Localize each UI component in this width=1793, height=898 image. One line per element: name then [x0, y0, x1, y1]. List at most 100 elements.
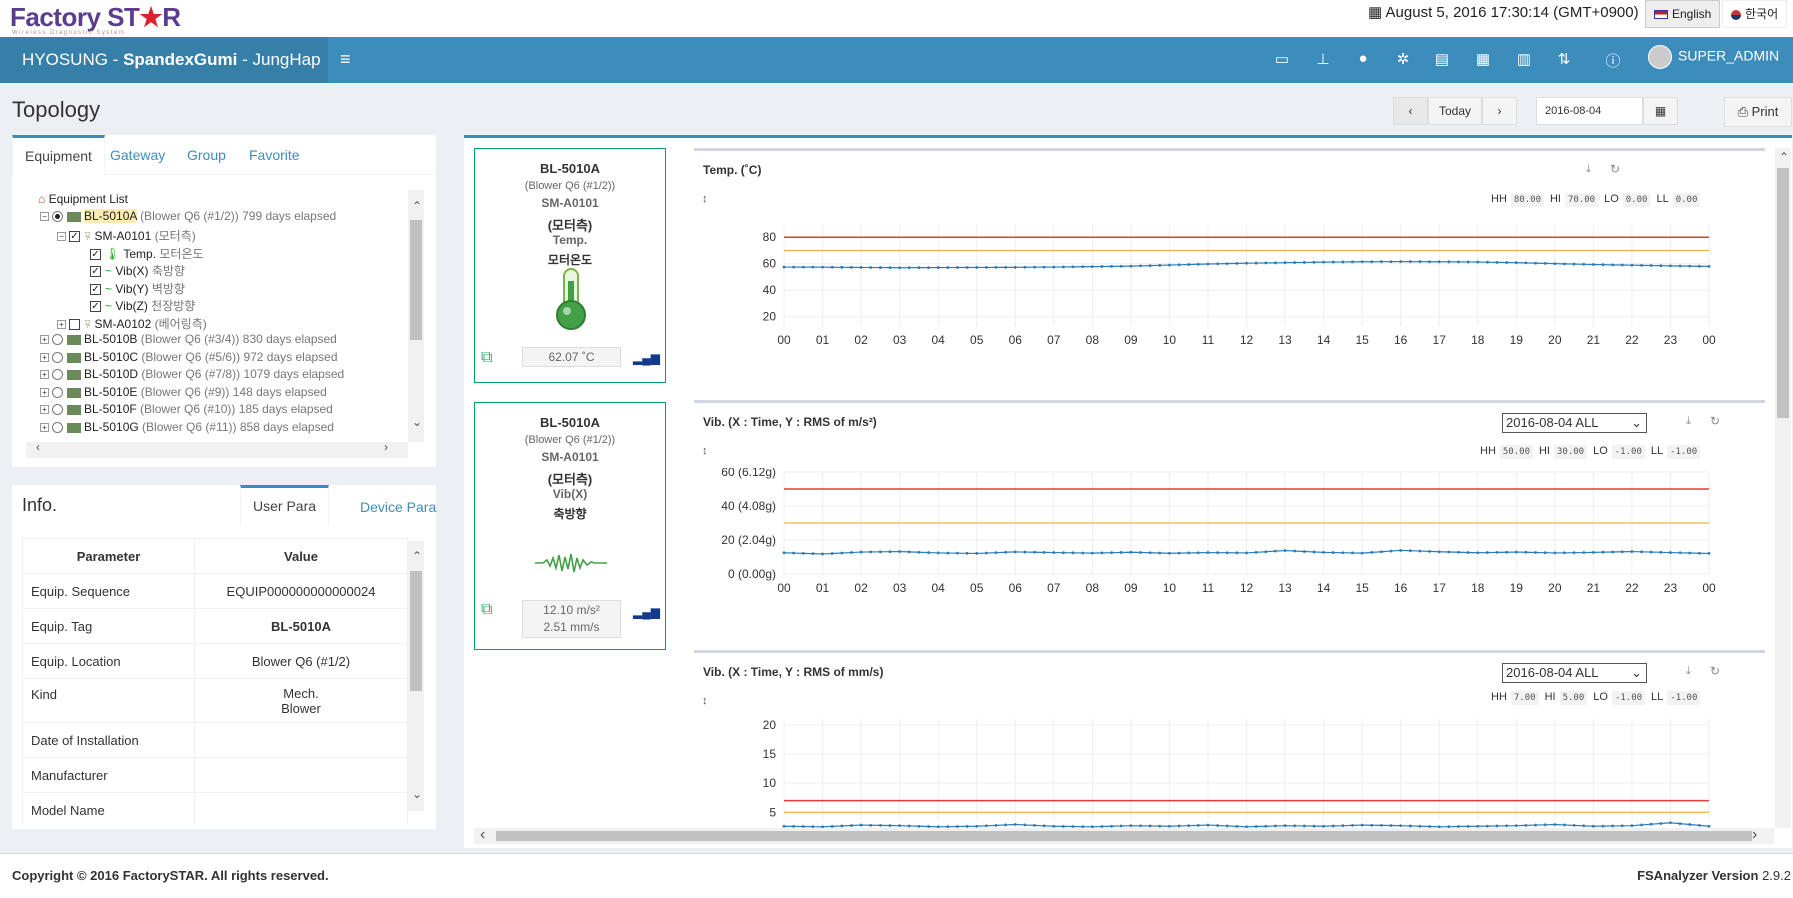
download-icon[interactable]: ⤓ — [1686, 415, 1691, 427]
tab-user-para[interactable]: User Para — [240, 485, 330, 525]
monitor-icon[interactable]: ▭ — [1274, 51, 1290, 68]
tree-item-vibx[interactable]: ✓ ~ Vib(X) 축방향 — [90, 262, 185, 279]
scroll-up-icon[interactable]: ⌃ — [1779, 150, 1790, 164]
scroll-left-icon[interactable]: ‹ — [480, 826, 486, 843]
korean-button[interactable]: 한국어 — [1722, 0, 1788, 28]
user-icon[interactable]: ● — [1358, 50, 1368, 67]
tree-item-vibz[interactable]: ✓ ~ Vib(Z) 천장방향 — [90, 297, 195, 314]
point-checkbox[interactable]: ✓ — [90, 284, 101, 296]
date-range-select[interactable]: 2016-08-04 ALL ⌄ — [1502, 663, 1647, 683]
grid-icon[interactable]: ▦ — [1475, 51, 1491, 68]
signal-strength-icon: ▂▄▆ — [633, 605, 660, 619]
card-monitor-icon[interactable]: ⧉ — [481, 601, 493, 618]
sort-icon[interactable]: ⇅ — [1557, 51, 1571, 68]
scroll-right-icon[interactable]: › — [1752, 826, 1758, 843]
vib-ms2-line-chart[interactable]: 0 (0.00g) 20 (2.04g) 40 (4.08g) 60 (6.12g) 0… — [694, 468, 1765, 628]
equipment-radio[interactable] — [52, 334, 63, 346]
tree-item-bl-5010f[interactable]: + BL-5010F (Blower Q6 (#10)) 185 days ela… — [40, 402, 333, 419]
bar-chart-icon[interactable]: ▥ — [1516, 51, 1532, 68]
expand-icon[interactable]: + — [40, 370, 49, 380]
tree-horizontal-scrollbar[interactable] — [26, 442, 408, 458]
tree-item-sm-a0101[interactable]: − ✓ ⍫ SM-A0101 (모터측) — [57, 227, 196, 244]
date-range-select[interactable]: 2016-08-04 ALL ⌄ — [1502, 413, 1647, 433]
hdd-icon[interactable]: ▤ — [1434, 51, 1450, 68]
tree-item-bl-5010d[interactable]: + BL-5010D (Blower Q6 (#7/8)) 1079 days e… — [40, 367, 344, 384]
tree-item-bl-5010a[interactable]: − BL-5010A (Blower Q6 (#1/2)) 799 days el… — [40, 209, 336, 226]
tree-item-bl-5010g[interactable]: + BL-5010G (Blower Q6 (#11)) 858 days ela… — [40, 420, 334, 437]
user-menu[interactable]: SUPER_ADMIN — [1648, 45, 1779, 69]
equipment-radio[interactable] — [52, 352, 63, 364]
scroll-down-icon[interactable]: ⌄ — [412, 787, 423, 801]
tree-item-bl-5010e[interactable]: + BL-5010E (Blower Q6 (#9)) 148 days elap… — [40, 385, 327, 402]
tree-vertical-scrollbar[interactable] — [408, 190, 424, 442]
tree-item-temp[interactable]: ✓ 🌡 Temp. 모터온도 — [90, 245, 204, 262]
tree-item-bl-5010b[interactable]: + BL-5010B (Blower Q6 (#3/4)) 830 days el… — [40, 332, 337, 349]
resize-handle-icon[interactable]: ↕ — [702, 695, 708, 707]
card-monitor-icon[interactable]: ⧉ — [481, 349, 493, 366]
equipment-radio[interactable] — [52, 422, 63, 434]
point-checkbox[interactable]: ✓ — [90, 249, 101, 261]
refresh-icon[interactable]: ↻ — [1710, 664, 1721, 678]
tab-device-para[interactable]: Device Para — [360, 499, 437, 515]
resize-handle-icon[interactable]: ↕ — [702, 193, 708, 205]
tree-item-viby[interactable]: ✓ ~ Vib(Y) 벽방향 — [90, 280, 185, 297]
tab-group[interactable]: Group — [187, 147, 226, 163]
expand-icon[interactable]: + — [57, 320, 66, 330]
tab-equipment[interactable]: Equipment — [12, 135, 105, 175]
equipment-radio[interactable] — [52, 404, 63, 416]
info-icon[interactable]: ⓘ — [1605, 53, 1621, 70]
sensor-card-vibx[interactable]: BL-5010A (Blower Q6 (#1/2)) SM-A0101 (모터… — [474, 402, 666, 650]
download-icon[interactable]: ⤓ — [1686, 665, 1691, 677]
tree-item-sm-a0102[interactable]: + ⍫ SM-A0102 (베어링측) — [57, 315, 207, 332]
vib-mms-line-chart[interactable]: 5101520000102030405060708091011121314151… — [694, 715, 1765, 830]
expand-icon[interactable]: + — [40, 423, 49, 433]
equipment-radio[interactable] — [52, 387, 63, 399]
expand-icon[interactable]: + — [40, 388, 49, 398]
main-horizontal-scrollbar[interactable] — [474, 828, 1774, 844]
scroll-left-icon[interactable]: ‹ — [36, 440, 40, 454]
scroll-thumb[interactable] — [410, 220, 422, 340]
tree-root[interactable]: ⌂ Equipment List — [38, 192, 128, 209]
sensor-checkbox[interactable] — [69, 319, 80, 331]
next-day-button[interactable]: › — [1482, 97, 1517, 125]
collapse-icon[interactable]: − — [57, 232, 66, 242]
info-vertical-scrollbar[interactable] — [408, 541, 424, 811]
scroll-right-icon[interactable]: › — [384, 440, 388, 454]
point-checkbox[interactable]: ✓ — [90, 301, 101, 313]
equipment-radio[interactable] — [52, 369, 63, 381]
scroll-up-icon[interactable]: ⌃ — [412, 549, 423, 563]
calendar-button[interactable]: ▦ — [1643, 97, 1678, 125]
sensor-card-temp[interactable]: BL-5010A (Blower Q6 (#1/2)) SM-A0101 (모터… — [474, 148, 666, 383]
sitemap-icon[interactable]: ⊥ — [1316, 51, 1330, 68]
equipment-radio[interactable] — [52, 211, 63, 223]
scroll-down-icon[interactable]: ⌄ — [412, 415, 423, 429]
tab-gateway[interactable]: Gateway — [110, 147, 166, 163]
scroll-thumb[interactable] — [410, 571, 422, 691]
download-icon[interactable]: ⤓ — [1586, 163, 1591, 175]
expand-icon[interactable]: + — [40, 335, 49, 345]
factory-star-logo[interactable]: Factory ST★R Wireless Diagnostic System — [10, 2, 190, 36]
prev-day-button[interactable]: ‹ — [1393, 97, 1428, 125]
today-button[interactable]: Today — [1428, 97, 1482, 125]
expand-icon[interactable]: + — [40, 405, 49, 415]
expand-icon[interactable]: + — [40, 353, 49, 363]
date-input[interactable]: 2016-08-04 — [1536, 97, 1643, 125]
resize-handle-icon[interactable]: ↕ — [702, 445, 708, 457]
scroll-up-icon[interactable]: ⌃ — [412, 199, 423, 213]
scroll-thumb[interactable] — [1777, 168, 1789, 418]
cogs-icon[interactable]: ✲ — [1396, 51, 1410, 68]
main-vertical-scrollbar[interactable] — [1775, 148, 1791, 828]
point-checkbox[interactable]: ✓ — [90, 266, 101, 278]
english-button[interactable]: English — [1645, 0, 1721, 28]
hamburger-menu-icon[interactable]: ≡ — [340, 49, 351, 69]
print-button[interactable]: ⎙ Print — [1724, 97, 1792, 127]
refresh-icon[interactable]: ↻ — [1710, 414, 1721, 428]
site-brand[interactable]: HYOSUNG - SpandexGumi - JungHap — [0, 37, 328, 83]
sensor-checkbox[interactable]: ✓ — [69, 231, 80, 243]
refresh-icon[interactable]: ↻ — [1610, 162, 1621, 176]
collapse-icon[interactable]: − — [40, 212, 49, 222]
temp-line-chart[interactable]: 20 40 60 80 00 01 02 03 04 05 06 07 08 09 10 11 12 13 14 15… — [694, 221, 1765, 381]
scroll-thumb[interactable] — [496, 831, 1752, 841]
tab-favorite[interactable]: Favorite — [249, 147, 300, 163]
tree-item-bl-5010c[interactable]: + BL-5010C (Blower Q6 (#5/6)) 972 days el… — [40, 350, 338, 367]
